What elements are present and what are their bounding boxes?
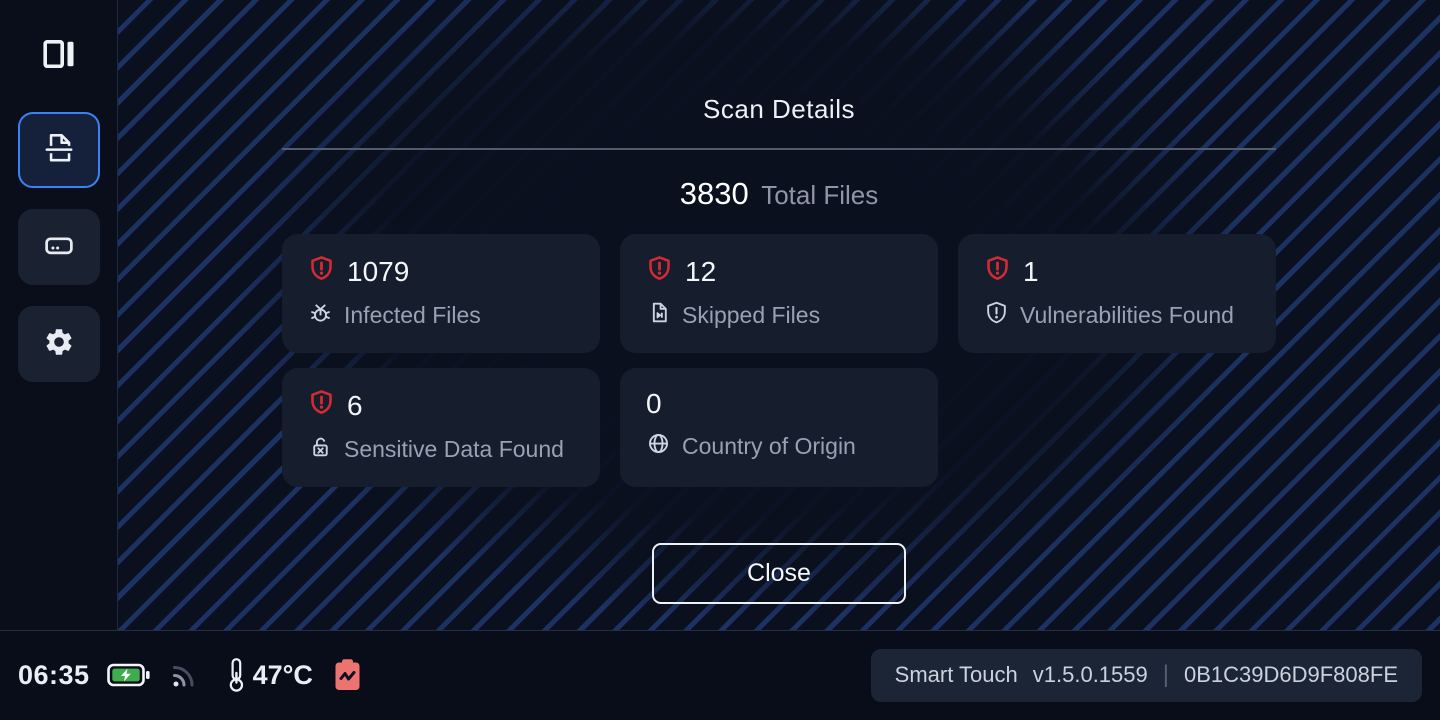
sidebar-item-scan[interactable] (17, 112, 100, 188)
shield-alert-icon (984, 254, 1011, 289)
stat-card-vulnerabilities: 1 Vulnerabilities Found (958, 234, 1276, 353)
firmware-version: v1.5.0.1559 (1032, 662, 1148, 687)
lock-x-icon (308, 434, 333, 465)
stat-value: 1 (1023, 255, 1039, 287)
temperature-value: 47°C (252, 659, 313, 690)
sidebar-item-drive[interactable] (17, 209, 100, 285)
stat-value: 6 (347, 389, 363, 421)
sidebar (0, 0, 118, 630)
stat-card-infected-files: 1079 Infected Files (282, 234, 600, 353)
rss-signal-icon (170, 662, 198, 689)
sidebar-item-settings[interactable] (17, 306, 100, 382)
total-files-value: 3830 (679, 176, 749, 211)
total-files-line: 3830 Total Files (282, 176, 1276, 212)
app-window: Scan Details 3830 Total Files (0, 0, 1440, 630)
stat-value: 12 (685, 255, 717, 287)
gear-icon (43, 326, 75, 363)
stat-label: Skipped Files (682, 302, 821, 328)
stat-label: Infected Files (344, 302, 481, 328)
clipboard-pulse-icon (332, 658, 363, 693)
device-info-panel: Smart Touch v1.5.0.1559 | 0B1C39D6D9F808… (870, 648, 1422, 702)
close-button[interactable]: Close (652, 543, 906, 604)
thermometer-icon (225, 657, 248, 693)
panel-logo-icon (42, 39, 75, 73)
device-id: 0B1C39D6D9F808FE (1183, 662, 1398, 687)
stat-label: Country of Origin (682, 433, 856, 459)
drive-icon (41, 227, 77, 268)
main-area: Scan Details 3830 Total Files (118, 0, 1440, 630)
bug-icon (308, 300, 333, 331)
shield-exclamation-icon (984, 300, 1009, 331)
shield-alert-icon (308, 254, 335, 289)
sidebar-toggle-button[interactable] (42, 39, 76, 73)
stats-grid: 1079 Infected Files (282, 234, 1276, 487)
stat-value: 1079 (347, 255, 410, 287)
clock-time: 06:35 (18, 659, 90, 690)
shield-alert-icon (308, 388, 335, 423)
page-title: Scan Details (703, 94, 855, 124)
total-files-label: Total Files (761, 180, 879, 210)
shield-alert-icon (646, 254, 673, 289)
stat-card-sensitive-data: 6 Sensitive Data Found (282, 368, 600, 487)
stat-label: Sensitive Data Found (344, 436, 564, 462)
stat-label: Vulnerabilities Found (1020, 302, 1234, 328)
globe-icon (646, 431, 671, 462)
status-bar: 06:35 47°C Smart Touch v1.5 (0, 630, 1440, 719)
stat-value: 0 (646, 388, 662, 419)
separator: | (1162, 661, 1169, 688)
title-divider (282, 148, 1276, 150)
stat-card-country-of-origin: 0 Country of Origin (620, 368, 938, 487)
stat-card-skipped-files: 12 Skipped Files (620, 234, 938, 353)
file-skip-icon (646, 300, 671, 331)
product-name: Smart Touch (894, 662, 1018, 687)
file-scan-icon (41, 130, 77, 171)
scan-details-dialog: Scan Details 3830 Total Files (282, 94, 1276, 604)
battery-charging-icon (106, 663, 151, 687)
